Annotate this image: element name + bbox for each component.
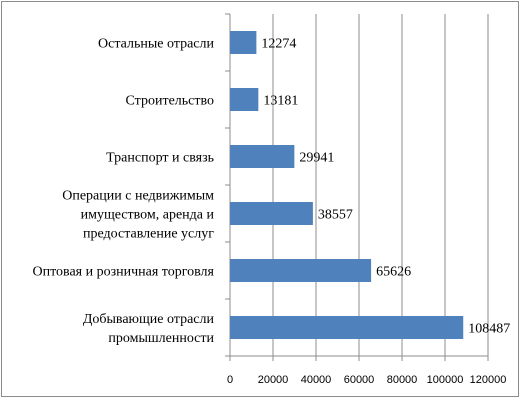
bar [230, 259, 372, 282]
bar [230, 31, 257, 54]
bar [230, 202, 313, 225]
category-label: Добывающие отрасли промышленности [83, 312, 215, 346]
bar [230, 316, 464, 339]
data-label: 108487 [468, 322, 510, 337]
labels: 12274 Остальные отрасли 13181 Строительство… [33, 37, 511, 347]
x-tick-label: 0 [227, 374, 233, 386]
x-tick-label: 20000 [258, 374, 289, 386]
x-tick-label: 40000 [301, 374, 332, 386]
data-label: 13181 [263, 94, 298, 109]
data-label: 12274 [261, 37, 296, 52]
category-label: Операции с недвижимым имуществом, аренда … [62, 189, 214, 242]
x-tick-label: 80000 [387, 374, 418, 386]
x-tick-label: 100000 [427, 374, 464, 386]
category-label: Транспорт и связь [106, 151, 214, 166]
data-label: 29941 [299, 151, 334, 166]
category-label: Остальные отрасли [98, 37, 214, 52]
category-label: Оптовая и розничная торговля [33, 265, 215, 280]
data-label: 65626 [376, 265, 411, 280]
bar [230, 145, 295, 168]
x-tick-label: 60000 [344, 374, 375, 386]
x-tick-label: 120000 [470, 374, 507, 386]
category-label: Строительство [126, 94, 214, 109]
bar [230, 88, 259, 111]
gridlines [272, 14, 489, 356]
axes: 0 20000 40000 60000 80000 100000 120000 [225, 13, 507, 386]
data-label: 38557 [318, 208, 353, 223]
bars [230, 31, 464, 339]
